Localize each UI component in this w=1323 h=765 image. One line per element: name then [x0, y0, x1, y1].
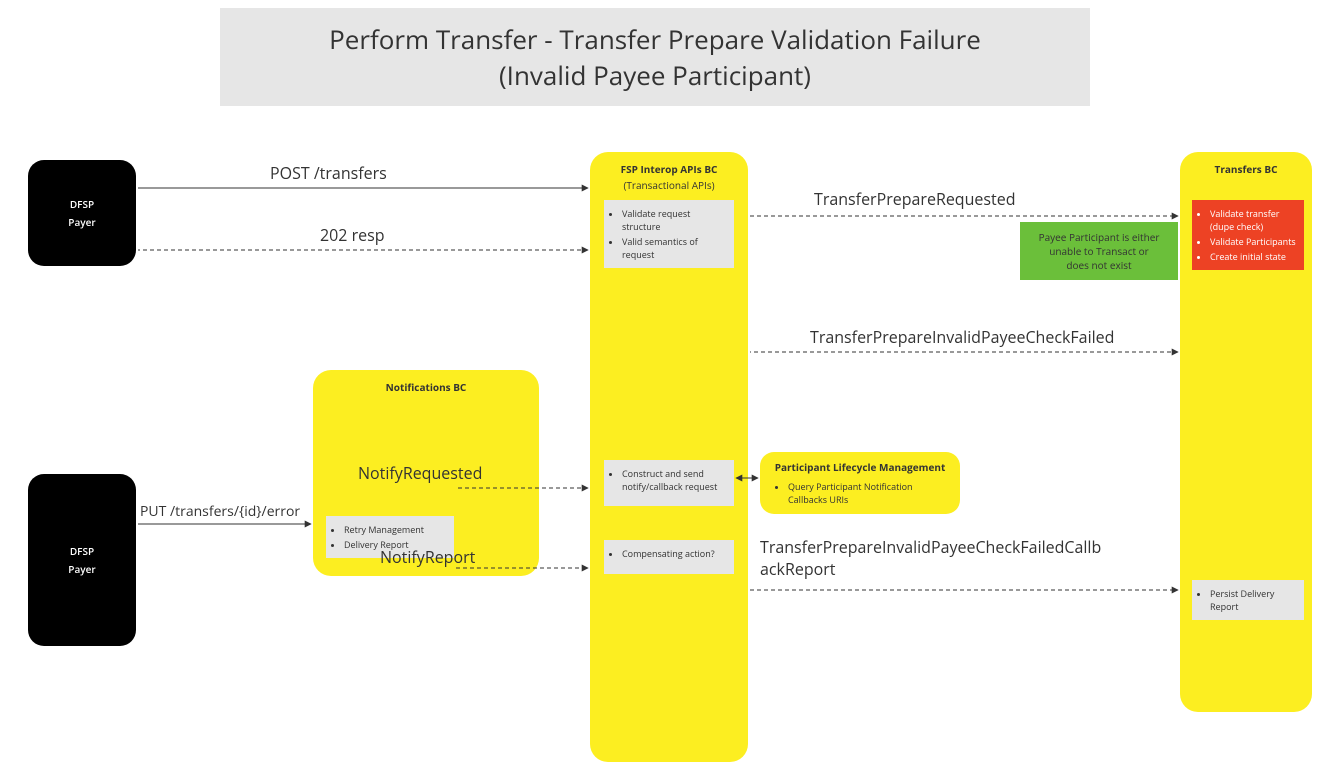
diagram-title: Perform Transfer - Transfer Prepare Vali…: [220, 8, 1090, 106]
actor-label: Payer: [68, 560, 95, 578]
actor-label: Payer: [68, 213, 95, 231]
actor-label: DFSP: [70, 195, 94, 213]
arrow-label-a1: POST /transfers: [270, 162, 387, 184]
arrow-label-a7: PUT /transfers/{id}/error: [140, 502, 300, 521]
plm-list: Query Participant Notification Callbacks…: [770, 480, 950, 506]
activity-item: Valid semantics of request: [622, 235, 728, 261]
arrow-label-a6: NotifyReport: [380, 546, 475, 568]
activity-construct: Construct and send notify/callback reque…: [604, 460, 734, 506]
actor-dfsp-payer-top: DFSP Payer: [28, 160, 136, 266]
activity-item: Compensating action?: [622, 547, 728, 560]
plm-item: Query Participant Notification Callbacks…: [788, 480, 950, 506]
activity-item: Retry Management: [344, 523, 448, 536]
activity-persist: Persist Delivery Report: [1192, 580, 1304, 620]
note-line: unable to Transact or: [1026, 244, 1172, 258]
participant-lifecycle-box: Participant Lifecycle Management Query P…: [760, 452, 960, 514]
lifeline-title: FSP Interop APIs BC: [590, 162, 748, 176]
note-line: does not exist: [1026, 258, 1172, 272]
arrow-label-a3: TransferPrepareRequested: [814, 188, 1015, 210]
lifeline-subtitle: (Transactional APIs): [590, 178, 748, 192]
activity-validate-req: Validate request structureValid semantic…: [604, 200, 734, 268]
activity-item: Validate request structure: [622, 207, 728, 233]
title-line2: (Invalid Payee Participant): [220, 57, 1090, 93]
activity-item: Validate transfer (dupe check): [1210, 207, 1298, 233]
lifeline-title: Notifications BC: [313, 380, 539, 394]
arrow-label-a5: NotifyRequested: [358, 462, 482, 484]
activity-compensate: Compensating action?: [604, 540, 734, 574]
activity-item: Create initial state: [1210, 250, 1298, 263]
plm-title: Participant Lifecycle Management: [770, 460, 950, 474]
note-payee-invalid: Payee Participant is either unable to Tr…: [1020, 222, 1178, 280]
arrow-label-a4: TransferPrepareInvalidPayeeCheckFailed: [810, 326, 1114, 348]
activity-validate-transfer: Validate transfer (dupe check) Validate P…: [1192, 200, 1304, 270]
lifeline-title: Transfers BC: [1180, 162, 1312, 176]
title-line1: Perform Transfer - Transfer Prepare Vali…: [220, 21, 1090, 57]
activity-item: Validate Participants: [1210, 235, 1298, 248]
note-line: Payee Participant is either: [1026, 230, 1172, 244]
activity-item: Persist Delivery Report: [1210, 587, 1298, 613]
actor-label: DFSP: [70, 542, 94, 560]
arrow-label-a2: 202 resp: [320, 224, 385, 246]
actor-dfsp-payer-bottom: DFSP Payer: [28, 474, 136, 646]
arrow-label-a8: TransferPrepareInvalidPayeeCheckFailedCa…: [760, 536, 1101, 580]
activity-item: Construct and send notify/callback reque…: [622, 467, 728, 493]
